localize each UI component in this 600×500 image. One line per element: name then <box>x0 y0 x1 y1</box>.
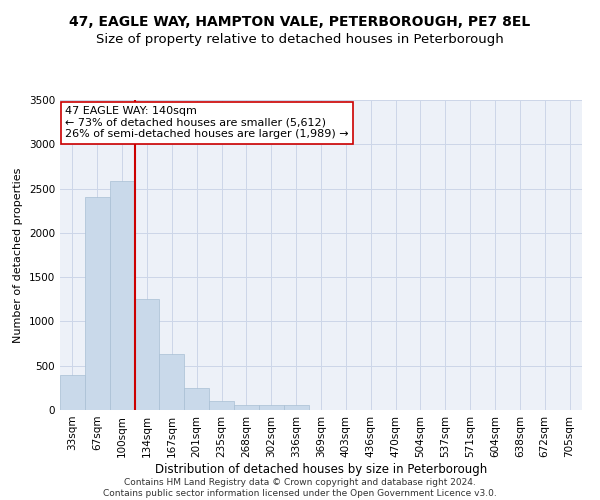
Text: Contains HM Land Registry data © Crown copyright and database right 2024.
Contai: Contains HM Land Registry data © Crown c… <box>103 478 497 498</box>
Bar <box>110 180 134 410</box>
Text: 47 EAGLE WAY: 140sqm
← 73% of detached houses are smaller (5,612)
26% of semi-de: 47 EAGLE WAY: 140sqm ← 73% of detached h… <box>65 106 349 140</box>
Bar <box>134 300 160 410</box>
Text: Size of property relative to detached houses in Peterborough: Size of property relative to detached ho… <box>96 32 504 46</box>
Y-axis label: Number of detached properties: Number of detached properties <box>13 168 23 342</box>
Bar <box>160 354 184 410</box>
Bar <box>60 376 85 410</box>
Bar <box>259 405 284 410</box>
Bar <box>234 404 259 410</box>
Bar <box>184 388 209 410</box>
X-axis label: Distribution of detached houses by size in Peterborough: Distribution of detached houses by size … <box>155 462 487 475</box>
Bar <box>85 198 110 410</box>
Bar <box>284 406 308 410</box>
Bar <box>209 401 234 410</box>
Text: 47, EAGLE WAY, HAMPTON VALE, PETERBOROUGH, PE7 8EL: 47, EAGLE WAY, HAMPTON VALE, PETERBOROUG… <box>70 15 530 29</box>
